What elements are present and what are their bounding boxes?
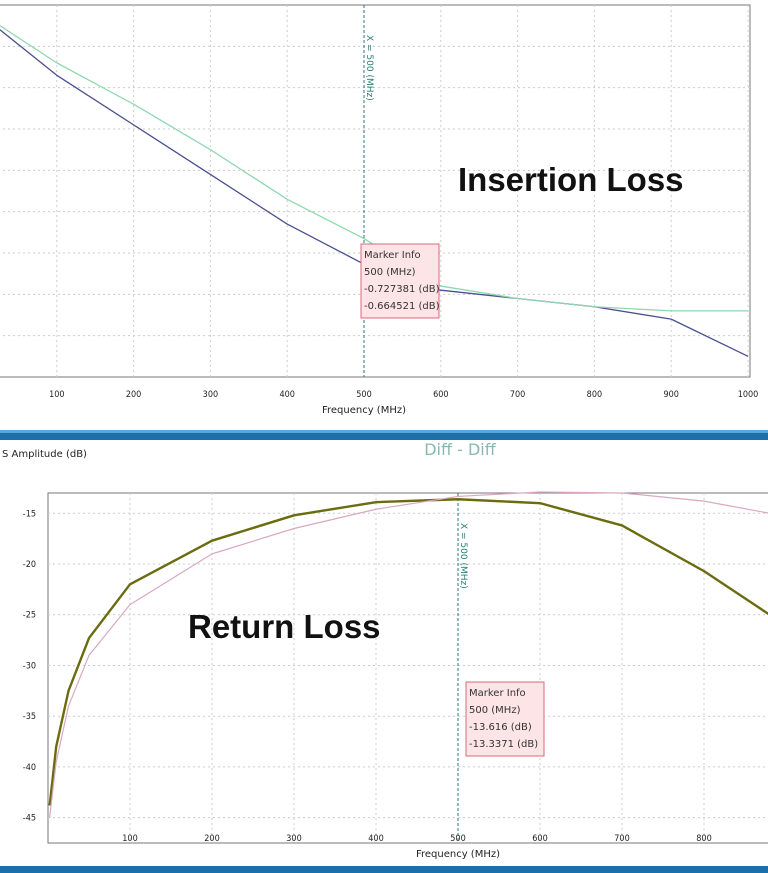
marker-info-line: -0.664521 (dB) — [364, 301, 440, 312]
y-axis-label: S Amplitude (dB) — [2, 449, 87, 460]
y-tick-label: -20 — [23, 560, 36, 570]
x-tick-label: 800 — [696, 834, 711, 844]
x-tick-label: 700 — [510, 390, 525, 400]
marker-info-line: 500 (MHz) — [364, 267, 416, 278]
y-tick-label: -40 — [23, 763, 36, 773]
marker-info-line: -13.3371 (dB) — [469, 739, 538, 750]
series-line-2 — [49, 491, 768, 818]
y-tick-label: -30 — [23, 661, 36, 671]
y-tick-label: -45 — [23, 814, 36, 824]
y-tick-label: -25 — [23, 611, 36, 621]
return-loss-chart: 100 200 300 400 500 600 700 800-15-20-25-30-35-… — [2, 440, 768, 860]
x-tick-label: 500 — [356, 390, 371, 400]
plot-area — [47, 492, 768, 844]
x-tick-label: 200 — [126, 390, 141, 400]
marker-info-line: -0.727381 (dB) — [364, 284, 440, 295]
x-tick-label: 200 — [204, 834, 219, 844]
marker-info-title: Marker Info — [364, 250, 421, 261]
chart-annotation: Return Loss — [188, 608, 381, 645]
marker-info-title: Marker Info — [469, 688, 526, 699]
marker-line-label: X = 500 (MHz) — [458, 523, 468, 589]
x-axis-label: Frequency (MHz) — [416, 849, 500, 860]
x-tick-label: 300 — [203, 390, 218, 400]
x-tick-label: 600 — [433, 390, 448, 400]
x-tick-label: 400 — [368, 834, 383, 844]
marker-info-box — [465, 681, 545, 757]
x-axis-label: Frequency (MHz) — [322, 405, 406, 416]
y-tick-label: -15 — [23, 509, 36, 519]
x-tick-label: 900 — [663, 390, 678, 400]
series-line-1 — [48, 498, 768, 806]
x-tick-label: 400 — [279, 390, 294, 400]
x-tick-label: 600 — [532, 834, 547, 844]
x-tick-label: 100 — [122, 834, 137, 844]
marker-line-label: X = 500 (MHz) — [364, 35, 374, 101]
panel-divider — [0, 430, 768, 440]
marker-info-line: 500 (MHz) — [469, 705, 521, 716]
marker-info-line: -13.616 (dB) — [469, 722, 532, 733]
x-tick-label: 100 — [49, 390, 64, 400]
chart-title: Diff - Diff — [424, 440, 497, 459]
chart-annotation: Insertion Loss — [458, 161, 684, 198]
x-tick-label: 1000 — [738, 390, 759, 400]
x-tick-label: 300 — [286, 834, 301, 844]
x-tick-label: 800 — [587, 390, 602, 400]
marker-info-box — [360, 243, 440, 319]
bottom-bar — [0, 866, 768, 873]
x-tick-label: 700 — [614, 834, 629, 844]
y-tick-label: -35 — [23, 712, 36, 722]
insertion-loss-chart: 100 200 300 400 500 600 700 800 900 1000 Frequency… — [0, 4, 759, 416]
series-line-2 — [0, 25, 748, 312]
